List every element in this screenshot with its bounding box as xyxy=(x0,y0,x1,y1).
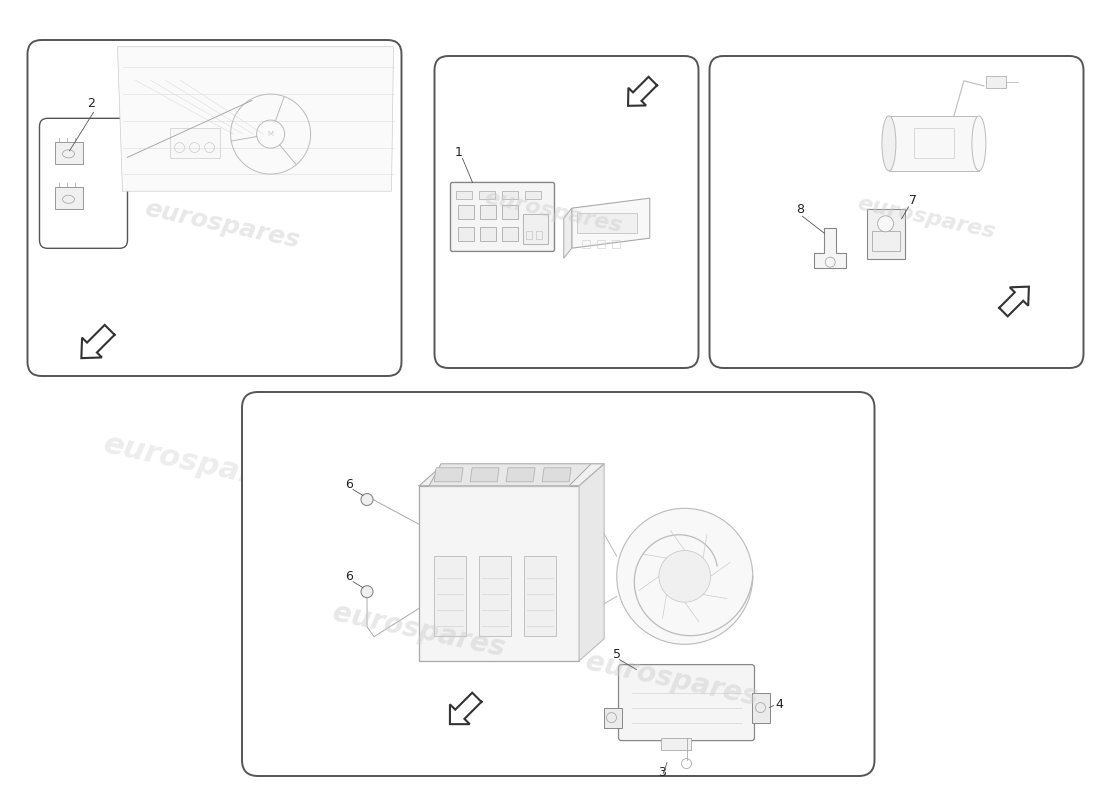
Polygon shape xyxy=(604,707,622,728)
Polygon shape xyxy=(579,464,604,661)
Bar xyxy=(582,240,590,248)
Bar xyxy=(871,230,900,250)
Text: 6: 6 xyxy=(345,478,353,490)
Polygon shape xyxy=(572,198,650,248)
Text: eurospares: eurospares xyxy=(142,197,301,253)
FancyBboxPatch shape xyxy=(451,182,554,251)
Polygon shape xyxy=(419,464,604,486)
Bar xyxy=(526,231,531,239)
Bar xyxy=(434,556,466,636)
Polygon shape xyxy=(118,46,394,191)
Bar xyxy=(480,227,495,242)
Bar xyxy=(502,191,517,199)
FancyBboxPatch shape xyxy=(40,118,128,248)
Bar xyxy=(914,128,954,158)
Text: 8: 8 xyxy=(796,203,804,216)
Bar xyxy=(419,486,579,661)
Bar xyxy=(536,231,541,239)
Circle shape xyxy=(361,494,373,506)
Bar xyxy=(522,214,548,245)
FancyBboxPatch shape xyxy=(28,40,401,376)
Bar xyxy=(458,227,473,242)
Text: 5: 5 xyxy=(614,648,622,661)
Bar xyxy=(458,206,473,219)
Text: 1: 1 xyxy=(454,146,462,159)
Bar xyxy=(169,127,220,158)
Polygon shape xyxy=(542,468,571,482)
Text: 7: 7 xyxy=(909,194,916,206)
Ellipse shape xyxy=(972,116,986,171)
FancyBboxPatch shape xyxy=(710,56,1084,368)
Bar xyxy=(660,738,691,750)
Bar xyxy=(480,556,512,636)
Bar xyxy=(986,76,1005,88)
Polygon shape xyxy=(814,228,846,268)
Text: eurospares: eurospares xyxy=(483,187,624,237)
Text: eurospares: eurospares xyxy=(856,194,998,242)
Text: eurospares: eurospares xyxy=(101,430,295,498)
Bar xyxy=(502,206,517,219)
Circle shape xyxy=(617,508,752,644)
Text: 4: 4 xyxy=(776,698,783,710)
Polygon shape xyxy=(470,468,499,482)
Bar xyxy=(55,187,82,210)
Bar xyxy=(502,227,517,242)
Ellipse shape xyxy=(882,116,895,171)
Bar xyxy=(576,213,637,233)
Circle shape xyxy=(361,586,373,598)
FancyBboxPatch shape xyxy=(618,665,755,741)
Text: eurospares: eurospares xyxy=(330,598,508,662)
FancyBboxPatch shape xyxy=(434,56,698,368)
Bar xyxy=(867,209,904,258)
Bar xyxy=(455,191,472,199)
Bar xyxy=(612,240,619,248)
Text: M: M xyxy=(267,131,274,137)
Text: 2: 2 xyxy=(88,98,96,110)
Text: eurospares: eurospares xyxy=(583,648,761,712)
FancyBboxPatch shape xyxy=(242,392,875,776)
Bar xyxy=(480,206,495,219)
Bar xyxy=(478,191,495,199)
Polygon shape xyxy=(564,208,572,258)
Text: 6: 6 xyxy=(345,570,353,582)
Circle shape xyxy=(878,216,893,232)
Bar xyxy=(524,556,557,636)
Bar xyxy=(55,142,82,164)
Polygon shape xyxy=(429,464,591,486)
Bar xyxy=(889,116,979,171)
Bar xyxy=(525,191,540,199)
Bar xyxy=(597,240,605,248)
Polygon shape xyxy=(751,693,770,722)
Text: 3: 3 xyxy=(658,766,666,778)
Circle shape xyxy=(659,550,711,602)
Polygon shape xyxy=(434,468,463,482)
Polygon shape xyxy=(506,468,535,482)
